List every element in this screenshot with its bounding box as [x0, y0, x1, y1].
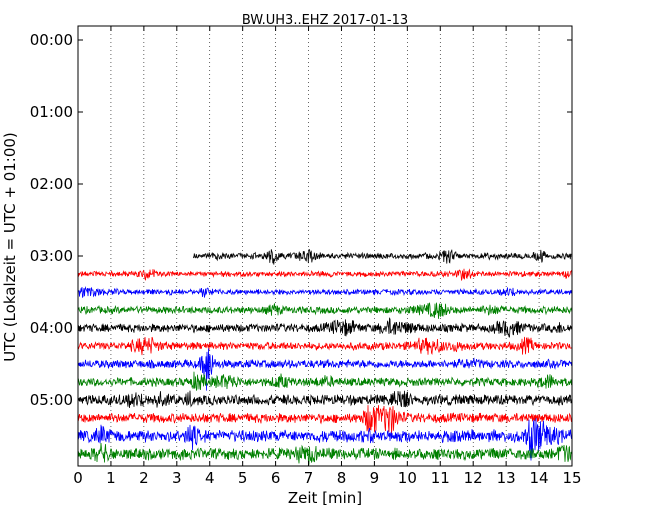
chart-title: BW.UH3..EHZ 2017-01-13 [242, 13, 408, 28]
trace-0400 [77, 317, 573, 338]
y-tick-label: 00:00 [30, 31, 73, 49]
x-tick-label: 4 [205, 469, 215, 487]
x-tick-label: 3 [172, 469, 182, 487]
axis-ticks: 0 1 2 3 4 5 6 7 8 9 10 11 12 13 14 1500:0001:0002:0003:… [30, 26, 582, 487]
y-tick-label: 01:00 [30, 103, 73, 121]
x-tick-label: 11 [431, 469, 450, 487]
x-tick-label: 7 [304, 469, 314, 487]
x-tick-label: 5 [238, 469, 248, 487]
x-axis-label: Zeit [min] [288, 489, 362, 507]
y-tick-label: 04:00 [30, 319, 73, 337]
x-tick-label: 13 [497, 469, 516, 487]
trace-0430 [77, 348, 573, 391]
trace-0500 [77, 390, 573, 409]
x-tick-label: 2 [139, 469, 149, 487]
trace-0545 [77, 442, 573, 466]
trace-0330 [77, 286, 573, 299]
seismic-traces [77, 248, 573, 466]
y-axis-label: UTC (Lokalzeit = UTC + 01:00) [1, 132, 19, 362]
y-tick-label: 03:00 [30, 247, 73, 265]
x-tick-label: 12 [464, 469, 483, 487]
plot-frame [77, 25, 573, 467]
trace-0530 [77, 417, 573, 461]
trace-0515 [77, 405, 573, 435]
x-tick-label: 15 [562, 469, 581, 487]
x-tick-label: 8 [337, 469, 347, 487]
trace-0415 [77, 336, 573, 356]
x-tick-label: 0 [73, 469, 83, 487]
x-tick-label: 9 [370, 469, 380, 487]
vertical-grid [110, 26, 540, 466]
y-tick-label: 05:00 [30, 391, 73, 409]
y-tick-label: 02:00 [30, 175, 73, 193]
x-tick-label: 10 [398, 469, 417, 487]
trace-0315 [77, 268, 573, 281]
trace-0300 [192, 248, 573, 265]
x-tick-label: 6 [271, 469, 281, 487]
trace-0345 [77, 302, 573, 319]
x-tick-label: 14 [530, 469, 549, 487]
trace-0445 [77, 371, 573, 391]
x-tick-label: 1 [106, 469, 116, 487]
